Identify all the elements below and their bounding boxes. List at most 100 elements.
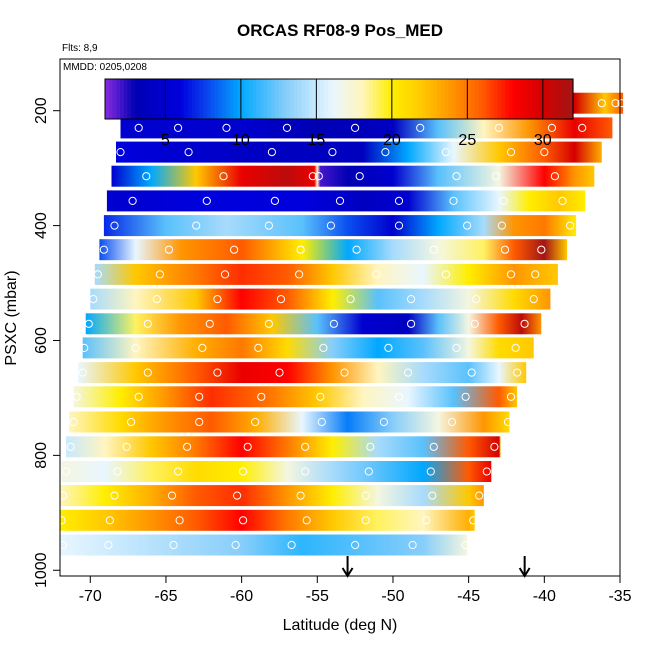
colorbar-cell <box>474 79 480 119</box>
colorbar-cell <box>448 79 453 119</box>
colorbar-cell <box>120 79 125 119</box>
y-tick-label: 400 <box>33 212 50 239</box>
data-point <box>384 343 393 352</box>
colorbar-tick-label: 25 <box>458 132 476 149</box>
data-point <box>301 442 310 451</box>
colorbar-cell <box>252 79 257 119</box>
heatmap-stripe <box>73 386 518 408</box>
colorbar-cell <box>369 79 374 119</box>
data-point <box>529 295 538 304</box>
data-point <box>491 172 500 181</box>
data-point <box>407 295 416 304</box>
data-point <box>301 467 310 476</box>
data-point <box>143 368 152 377</box>
data-point <box>506 392 516 401</box>
data-point <box>490 442 499 451</box>
colorbar-cell <box>161 79 166 119</box>
x-axis-label: Latitude (deg N) <box>283 617 398 634</box>
data-point <box>531 270 540 279</box>
colorbar-cell <box>267 79 272 119</box>
x-tick-label: -70 <box>79 588 102 605</box>
data-point <box>329 319 338 328</box>
colorbar-cell <box>440 79 446 119</box>
data-point <box>429 245 438 254</box>
data-point <box>379 417 388 427</box>
colorbar-cell <box>508 79 514 119</box>
x-tick-label: -65 <box>154 588 177 605</box>
data-point <box>275 368 284 377</box>
colorbar-cell <box>410 79 416 119</box>
data-point <box>328 148 337 157</box>
colorbar-cell <box>184 79 189 119</box>
data-point <box>105 516 115 525</box>
data-point <box>276 295 286 304</box>
data-point <box>326 221 335 230</box>
data-point <box>110 221 119 230</box>
data-point <box>416 123 425 133</box>
data-point <box>142 172 151 181</box>
colorbar-cell <box>422 79 427 119</box>
heatmap-stripe <box>60 509 475 531</box>
data-point <box>110 491 119 500</box>
colorbar-cell <box>263 79 268 119</box>
data-point <box>441 148 450 157</box>
colorbar-cell <box>229 79 234 119</box>
data-point <box>472 295 481 304</box>
colorbar-cell <box>255 79 261 119</box>
data-point <box>316 392 325 401</box>
heatmap-stripe <box>82 337 534 359</box>
data-point <box>506 270 516 279</box>
heatmap-stripe <box>78 362 527 384</box>
colorbar-cell <box>293 79 299 119</box>
data-point <box>93 270 102 279</box>
colorbar-cell <box>444 79 450 119</box>
colorbar-cell <box>391 79 397 119</box>
data-point <box>346 295 355 304</box>
data-point <box>351 540 360 550</box>
colorbar-cell <box>414 79 419 119</box>
data-point <box>558 196 567 205</box>
colorbar-cell <box>331 79 336 119</box>
data-point <box>239 516 248 525</box>
colorbar-cell <box>467 79 472 119</box>
colorbar-cell <box>561 79 567 119</box>
colorbar-cell <box>456 79 461 119</box>
colorbar-cell <box>425 79 431 119</box>
data-point <box>428 491 437 500</box>
colorbar-cell <box>289 79 295 119</box>
data-point <box>57 516 66 525</box>
data-point <box>503 417 513 427</box>
data-point <box>394 196 404 205</box>
colorbar-cell <box>357 79 363 119</box>
colorbar-cell <box>214 79 219 119</box>
colorbar-cell <box>429 79 434 119</box>
colorbar-cell <box>554 79 559 119</box>
heatmap-stripe <box>90 288 551 310</box>
colorbar-cell <box>154 79 159 119</box>
data-point <box>452 172 461 181</box>
data-point <box>202 196 211 205</box>
data-point <box>58 540 68 550</box>
colorbar-tick-label: 30 <box>534 132 552 149</box>
colorbar-cell <box>172 79 178 119</box>
colorbar-cell <box>550 79 555 119</box>
colorbar-cell <box>271 79 276 119</box>
data-point <box>167 491 177 500</box>
colorbar-cell <box>342 79 348 119</box>
colorbar-cell <box>388 79 393 119</box>
data-point <box>361 491 370 500</box>
colorbar-cell <box>188 79 193 119</box>
colorbar-cell <box>301 79 306 119</box>
colorbar-cell <box>361 79 367 119</box>
colorbar-cell <box>384 79 389 119</box>
colorbar-cell <box>305 79 310 119</box>
data-point <box>220 270 230 279</box>
data-point <box>287 540 296 550</box>
colorbar-cell <box>531 79 536 119</box>
data-point <box>463 221 472 230</box>
data-point <box>174 467 183 476</box>
data-point <box>407 319 416 328</box>
leg-markers <box>341 556 531 578</box>
data-point <box>447 417 457 427</box>
x-tick-label: -50 <box>381 588 404 605</box>
